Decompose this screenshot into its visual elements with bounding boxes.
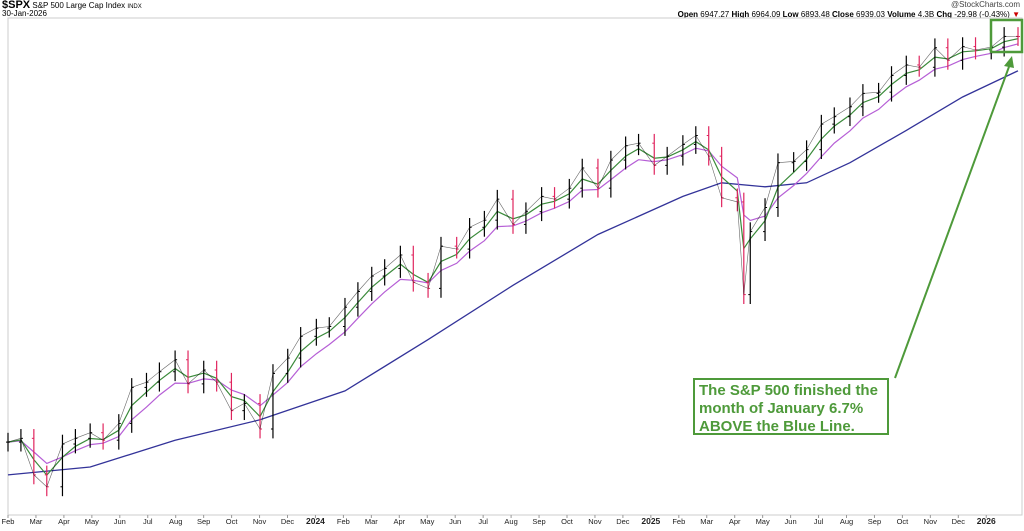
close-label: Close [832,10,854,19]
x-tick-label: May [85,517,99,526]
x-tick-label: Jun [114,517,126,526]
x-tick-label: Nov [253,517,267,526]
x-tick-label: Apr [58,517,70,526]
x-tick-label: Nov [924,517,938,526]
x-tick-label: Aug [840,517,853,526]
x-tick-label: Jul [143,517,153,526]
x-tick-label: Nov [588,517,602,526]
x-tick-label: Aug [169,517,182,526]
x-tick-label: 2024 [306,516,325,526]
x-tick-label: Sep [868,517,881,526]
high-value: 6964.09 [751,10,781,19]
x-tick-label: 2025 [641,516,660,526]
high-label: High [731,10,750,19]
low-value: 6893.48 [800,10,830,19]
volume-value: 4.3B [917,10,935,19]
exchange: INDX [127,4,142,10]
chart-header: $SPX S&P 500 Large Cap Index INDX [2,0,142,12]
annotation-box: The S&P 500 finished the month of Januar… [693,378,889,435]
price-line [7,36,1019,488]
annotation-arrow [894,63,1011,379]
x-tick-label: May [420,517,434,526]
x-tick-label: Feb [2,517,15,526]
x-tick-label: Dec [952,517,966,526]
open-label: Open [677,10,699,19]
x-tick-label: Sep [197,517,210,526]
green-ma-line [7,38,1019,477]
x-tick-label: Jul [814,517,824,526]
x-axis: Feb Mar Apr May Jun Jul Aug Sep Oct Nov Dec 2024 Feb… [2,515,996,526]
x-tick-label: Jul [478,517,488,526]
x-tick-label: Feb [672,517,685,526]
blue-ma-line [7,70,1019,476]
open-value: 6947.27 [700,10,730,19]
x-tick-label: Oct [897,517,910,526]
x-tick-label: Aug [504,517,517,526]
x-tick-label: Apr [393,517,405,526]
ohlc-readout: Open 6947.27 High 6964.09 Low 6893.48 Cl… [678,10,1020,19]
x-tick-label: 2026 [977,516,996,526]
x-tick-label: Mar [365,517,378,526]
x-tick-label: May [756,517,770,526]
volume-label: Volume [887,10,916,19]
highlight-box [989,18,1024,54]
x-tick-label: Jun [449,517,461,526]
x-tick-label: Sep [532,517,545,526]
x-tick-label: Dec [616,517,630,526]
x-tick-label: Feb [337,517,350,526]
chg-value: -29.98 (-0.43%) [954,10,1010,19]
purple-ma-line [7,43,1019,465]
x-tick-label: Apr [729,517,741,526]
close-value: 6939.03 [856,10,885,19]
x-tick-label: Dec [281,517,295,526]
x-tick-label: Oct [561,517,574,526]
arrow-head-icon [1004,56,1014,68]
low-label: Low [782,10,799,19]
chg-label: Chg [936,10,953,19]
x-tick-label: Mar [29,517,42,526]
x-tick-label: Mar [700,517,713,526]
chart-date: 30-Jan-2026 [2,9,47,18]
symbol: $SPX [2,0,31,11]
x-tick-label: Jun [785,517,797,526]
index-name: S&P 500 Large Cap Index [32,1,126,10]
down-arrow-icon: ▼ [1012,10,1020,19]
copyright: @StockCharts.com [950,0,1020,9]
plot-area [7,17,1023,516]
x-tick-label: Oct [226,517,239,526]
